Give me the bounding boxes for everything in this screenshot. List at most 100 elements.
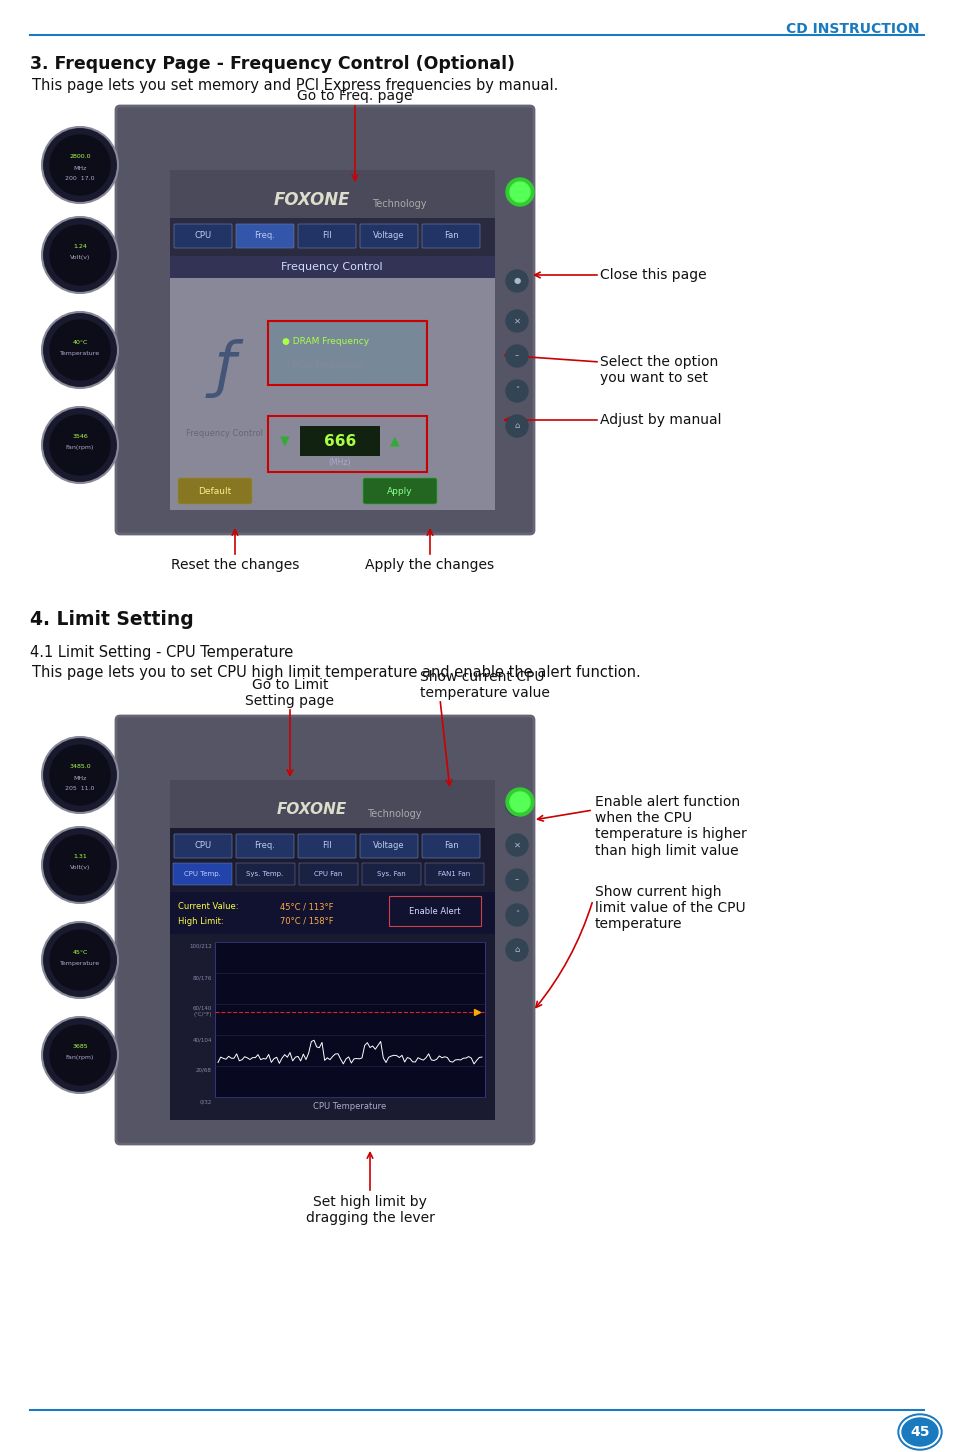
Circle shape	[505, 179, 534, 206]
Text: Reset the changes: Reset the changes	[171, 558, 299, 572]
Circle shape	[42, 312, 118, 388]
Text: Sys. Temp.: Sys. Temp.	[246, 871, 283, 877]
FancyBboxPatch shape	[363, 478, 436, 504]
Text: ○ PCIe Frequency: ○ PCIe Frequency	[282, 360, 362, 369]
FancyBboxPatch shape	[421, 224, 479, 248]
FancyBboxPatch shape	[235, 224, 294, 248]
Ellipse shape	[901, 1419, 937, 1446]
Text: Enable alert function
when the CPU
temperature is higher
than high limit value: Enable alert function when the CPU tempe…	[595, 796, 746, 858]
Text: (MHz): (MHz)	[329, 459, 351, 468]
Circle shape	[505, 380, 527, 402]
Circle shape	[50, 319, 110, 380]
Text: Voltage: Voltage	[373, 842, 404, 851]
Circle shape	[50, 835, 110, 894]
FancyBboxPatch shape	[297, 833, 355, 858]
Text: 205  11.0: 205 11.0	[65, 787, 94, 791]
Text: 0/32: 0/32	[199, 1099, 212, 1104]
Text: ⌂: ⌂	[514, 945, 519, 954]
Text: Technology: Technology	[372, 199, 426, 209]
FancyBboxPatch shape	[170, 780, 495, 1119]
Text: 45: 45	[909, 1424, 929, 1439]
Text: CPU Temp.: CPU Temp.	[183, 871, 220, 877]
Text: Apply: Apply	[387, 486, 413, 495]
Text: 666: 666	[323, 434, 355, 449]
Circle shape	[50, 415, 110, 475]
Text: Temperature: Temperature	[60, 350, 100, 356]
Text: 1.24: 1.24	[73, 244, 87, 250]
Text: –: –	[515, 351, 518, 360]
Text: Go to Limit
Setting page: Go to Limit Setting page	[245, 678, 335, 709]
Text: Voltage: Voltage	[373, 231, 404, 241]
Text: CPU Temperature: CPU Temperature	[313, 1102, 386, 1111]
Text: Fll: Fll	[322, 842, 332, 851]
Text: CPU: CPU	[194, 231, 212, 241]
Circle shape	[42, 828, 118, 903]
Text: Fan: Fan	[443, 231, 457, 241]
FancyBboxPatch shape	[235, 862, 294, 886]
Text: ⌂: ⌂	[514, 421, 519, 430]
FancyBboxPatch shape	[170, 256, 495, 277]
FancyBboxPatch shape	[178, 478, 252, 504]
Ellipse shape	[897, 1414, 941, 1451]
FancyBboxPatch shape	[116, 716, 534, 1144]
Text: ▲: ▲	[390, 434, 399, 447]
Circle shape	[42, 407, 118, 484]
Circle shape	[42, 1016, 118, 1093]
Text: FOXONE: FOXONE	[274, 192, 350, 209]
Circle shape	[505, 309, 527, 333]
FancyBboxPatch shape	[170, 780, 495, 828]
Text: 20/68: 20/68	[196, 1069, 212, 1073]
Text: FOXONE: FOXONE	[276, 803, 347, 817]
Text: Fll: Fll	[322, 231, 332, 241]
Text: Fan: Fan	[443, 842, 457, 851]
FancyBboxPatch shape	[359, 833, 417, 858]
Text: MHz: MHz	[73, 166, 87, 170]
Text: FAN1 Fan: FAN1 Fan	[437, 871, 470, 877]
Text: CPU Fan: CPU Fan	[314, 871, 342, 877]
Text: 100/212: 100/212	[189, 944, 212, 950]
FancyBboxPatch shape	[170, 170, 495, 218]
Text: MHz: MHz	[73, 775, 87, 781]
Text: 40°C: 40°C	[72, 340, 88, 344]
FancyBboxPatch shape	[299, 425, 379, 456]
FancyBboxPatch shape	[421, 833, 479, 858]
FancyBboxPatch shape	[235, 833, 294, 858]
Circle shape	[505, 270, 527, 292]
Text: Volt(v): Volt(v)	[70, 865, 91, 871]
Text: 3546: 3546	[72, 434, 88, 440]
Text: Sys. Fan: Sys. Fan	[376, 871, 405, 877]
Circle shape	[50, 1025, 110, 1085]
FancyBboxPatch shape	[173, 833, 232, 858]
Circle shape	[42, 738, 118, 813]
Circle shape	[505, 868, 527, 892]
Text: Current Value:: Current Value:	[178, 902, 238, 910]
Text: High Limit:: High Limit:	[178, 918, 223, 926]
Text: Technology: Technology	[367, 809, 421, 819]
Text: 60/140
(°C/°F): 60/140 (°C/°F)	[193, 1006, 212, 1016]
Text: 80/176: 80/176	[193, 974, 212, 980]
FancyBboxPatch shape	[297, 224, 355, 248]
Circle shape	[505, 833, 527, 857]
FancyBboxPatch shape	[361, 862, 420, 886]
Circle shape	[510, 182, 530, 202]
Circle shape	[505, 346, 527, 367]
FancyBboxPatch shape	[170, 892, 495, 934]
Text: Go to Freq. page: Go to Freq. page	[297, 89, 413, 103]
Text: Fan(rpm): Fan(rpm)	[66, 1056, 94, 1060]
Text: 45°C: 45°C	[72, 950, 88, 954]
Text: ˄: ˄	[515, 910, 518, 919]
Text: 4.1 Limit Setting - CPU Temperature: 4.1 Limit Setting - CPU Temperature	[30, 645, 293, 661]
Circle shape	[505, 794, 527, 816]
Text: This page lets you set memory and PCI Express frequencies by manual.: This page lets you set memory and PCI Ex…	[32, 78, 558, 93]
Text: Show current high
limit value of the CPU
temperature: Show current high limit value of the CPU…	[595, 886, 745, 931]
Circle shape	[50, 135, 110, 195]
Circle shape	[42, 126, 118, 203]
Text: Volt(v): Volt(v)	[70, 256, 91, 260]
Text: Freq.: Freq.	[254, 842, 275, 851]
Text: 70°C / 158°F: 70°C / 158°F	[280, 918, 334, 926]
Circle shape	[505, 905, 527, 926]
Text: 200  17.0: 200 17.0	[65, 177, 94, 182]
Text: Frequency Control: Frequency Control	[281, 261, 382, 272]
Text: ● DRAM Frequency: ● DRAM Frequency	[282, 337, 369, 346]
FancyBboxPatch shape	[170, 170, 495, 510]
